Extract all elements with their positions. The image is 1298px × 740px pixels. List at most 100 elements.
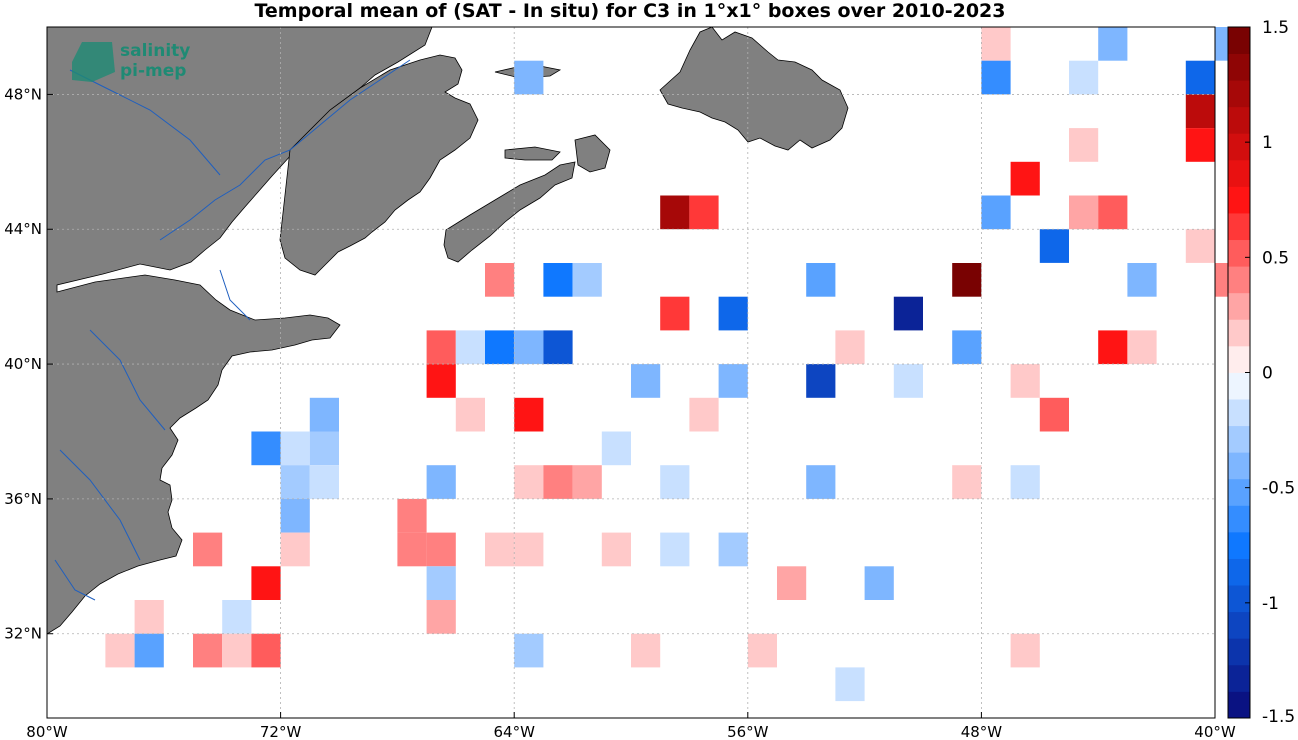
heatmap-cell [952,263,982,297]
colorbar: 1.5 1 0.5 0 -0.5 -1 -1.5 [1227,18,1295,727]
heatmap-cell [1185,60,1215,95]
lon-tick-label: 72°W [260,723,302,740]
heatmap-cell [1010,161,1040,196]
heatmap-cell [426,600,456,634]
colorbar-segment [1228,133,1250,161]
heatmap-cell [543,263,573,297]
heatmap-cell [543,330,573,365]
colorbar-tick-label: 0 [1262,364,1273,384]
heatmap-cell [280,431,310,466]
heatmap-cell [1185,94,1215,129]
heatmap-cell [455,330,485,365]
heatmap-cell [1127,263,1157,297]
lat-tick-label: 40°N [4,355,42,373]
heatmap-cell [1069,128,1099,162]
heatmap-cell [193,532,223,567]
heatmap-cell [1185,128,1215,162]
heatmap-cell [981,27,1011,61]
heatmap-cell [864,566,894,600]
axes-frame [46,26,1216,719]
land-layer [47,27,849,635]
heatmap-cell [280,532,310,567]
heatmap-cell [280,498,310,533]
colorbar-segment [1228,106,1250,134]
heatmap-cell [1010,633,1040,668]
colorbar-segment [1228,213,1250,241]
heatmap-cell [631,364,661,398]
heatmap-cell [105,633,135,668]
heatmap-cell [514,532,544,567]
pei-land [504,146,561,161]
heatmap-cell [426,566,456,600]
heatmap-cell [134,633,164,668]
logo: salinity pi-mep [72,41,190,82]
heatmap-cell [806,465,836,499]
heatmap-cell [485,263,515,297]
heatmap-cell [893,296,923,331]
colorbar-tick-label: 0.5 [1262,248,1289,268]
colorbar-segment [1228,319,1250,347]
logo-line1: salinity [120,41,190,61]
colorbar-segment [1228,452,1250,480]
colorbar-segment [1228,531,1250,559]
north-america-land [47,27,433,635]
cape-breton-land [574,134,611,173]
colorbar-segment [1228,186,1250,214]
colorbar-segment [1228,611,1250,639]
colorbar-segment [1228,80,1250,108]
heatmap-cell [251,431,281,466]
river-1 [69,69,221,176]
heatmap-cell [1098,195,1128,230]
heatmap-cells [105,27,1245,702]
heatmap-cell [660,296,690,331]
colorbar-segment [1228,372,1250,400]
map-axes: 80°W 72°W 64°W 56°W 48°W 40°W 48°N 44°N 40°N 36°… [4,26,1245,740]
lon-tick-label: 48°W [961,723,1003,740]
heatmap-cell [601,431,631,466]
heatmap-cell [1185,229,1215,263]
colorbar-tick-label: -0.5 [1262,479,1295,499]
heatmap-cell [660,532,690,567]
heatmap-cell [426,364,456,398]
colorbar-tick-label: -1 [1262,594,1279,614]
heatmap-cell [1039,397,1069,432]
colorbar-segment [1228,585,1250,613]
lat-tick-label: 44°N [4,220,42,238]
heatmap-cell [309,431,339,466]
heatmap-cell [601,532,631,567]
colorbar-segment [1228,558,1250,586]
heatmap-cell [426,532,456,567]
heatmap-cell [718,296,748,331]
heatmap-cell [747,633,777,668]
heatmap-cell [893,364,923,398]
heatmap-cell [485,532,515,567]
heatmap-cell [193,633,223,668]
colorbar-segment [1228,159,1250,187]
heatmap-cell [514,60,544,95]
river-5 [54,559,96,601]
heatmap-cell [514,397,544,432]
heatmap-cell [397,498,427,533]
heatmap-cell [485,330,515,365]
colorbar-segment [1228,664,1250,692]
heatmap-cell [806,263,836,297]
colorbar-segment [1228,53,1250,81]
colorbar-segment [1228,505,1250,533]
colorbar-segment [1228,399,1250,427]
lon-tick-label: 56°W [727,723,769,740]
heatmap-cell [514,330,544,365]
colorbar-tick-label: -1.5 [1262,707,1295,727]
heatmap-cell [1010,364,1040,398]
lat-tick-label: 48°N [4,85,42,103]
lat-tick-label: 32°N [4,625,42,643]
heatmap-cell [1069,195,1099,230]
heatmap-cell [1039,229,1069,263]
colorbar-segment [1228,27,1250,54]
heatmap-cell [309,397,339,432]
heatmap-cell [397,532,427,567]
heatmap-cell [835,330,865,365]
heatmap-cell [689,397,719,432]
heatmap-cell [718,532,748,567]
heatmap-cell [514,465,544,499]
